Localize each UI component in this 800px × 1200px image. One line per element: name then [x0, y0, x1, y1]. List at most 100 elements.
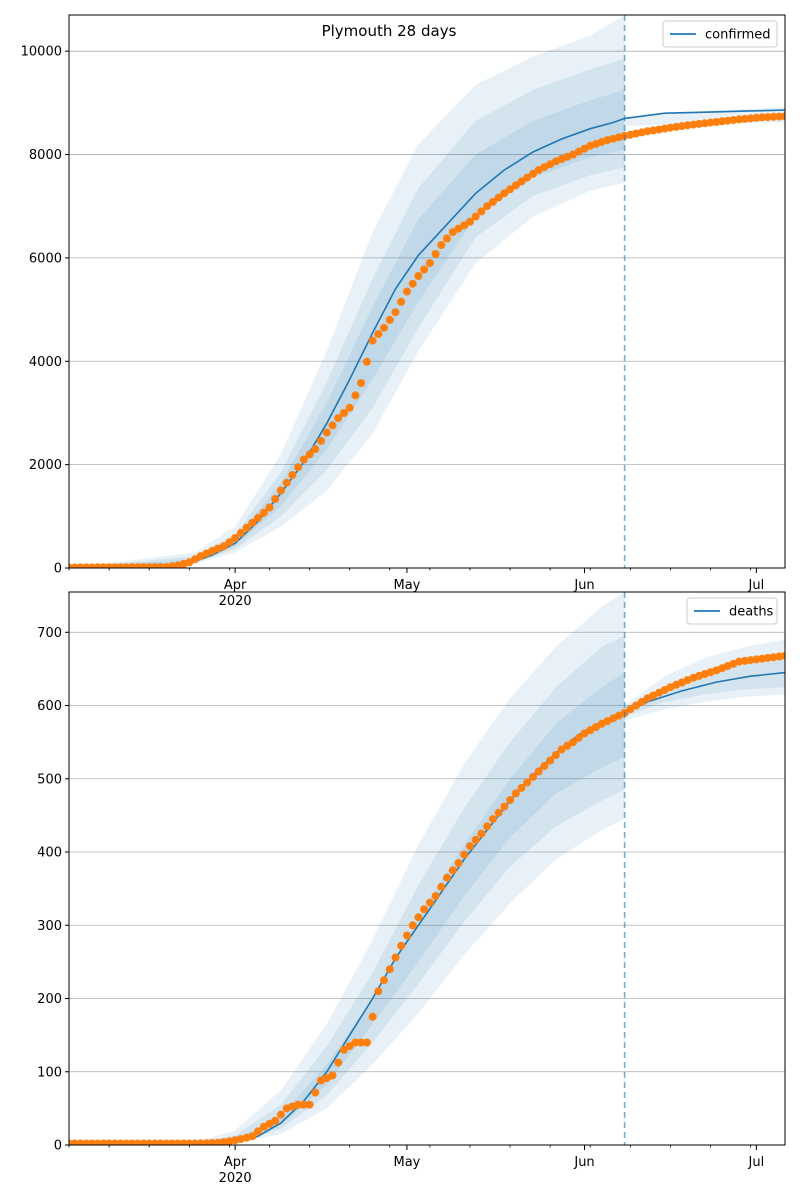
observed-point — [511, 789, 520, 798]
observed-point — [385, 965, 394, 974]
observed-point — [775, 112, 784, 121]
observed-point — [259, 508, 268, 517]
observed-point — [758, 113, 767, 122]
observed-point — [546, 756, 555, 765]
observed-point — [506, 796, 515, 804]
observed-point — [466, 217, 474, 226]
x-tick-label: May — [394, 578, 421, 593]
observed-point — [431, 250, 440, 258]
observed-point — [397, 941, 406, 950]
uncertainty-band — [69, 15, 625, 568]
x-tick-label: Jul — [748, 578, 765, 593]
legend-label: deaths — [729, 605, 774, 620]
observed-point — [288, 471, 297, 479]
y-tick-label: 8000 — [29, 148, 62, 163]
observed-point — [523, 778, 532, 787]
observed-point — [374, 987, 383, 996]
observed-point — [443, 873, 451, 882]
observed-point — [420, 905, 429, 914]
observed-point — [632, 701, 641, 710]
observed-point — [334, 414, 343, 423]
observed-point — [626, 705, 635, 714]
observed-point — [345, 1042, 354, 1051]
x-tick-sublabel: 2020 — [219, 594, 252, 609]
observed-point — [488, 197, 497, 206]
observed-point — [225, 538, 234, 547]
observed-point — [248, 518, 257, 527]
x-tick-label: Jul — [748, 1155, 765, 1170]
observed-point — [569, 738, 578, 747]
observed-point — [517, 177, 526, 186]
observed-point — [557, 745, 566, 754]
observed-point — [781, 112, 785, 121]
observed-point — [500, 802, 509, 811]
legend-box — [686, 597, 778, 625]
observed-point — [540, 762, 549, 770]
observed-point — [420, 265, 429, 274]
observed-point — [328, 421, 337, 430]
observed-point — [391, 953, 400, 962]
observed-point — [380, 323, 388, 332]
observed-point — [299, 455, 308, 464]
observed-point — [425, 259, 434, 268]
observed-point — [443, 234, 451, 243]
observed-point — [305, 450, 314, 459]
y-tick-label: 10000 — [21, 45, 62, 60]
observed-point — [437, 241, 446, 249]
observed-point — [763, 113, 772, 122]
observed-point — [339, 409, 348, 417]
observed-point — [385, 315, 394, 324]
observed-point — [362, 1038, 371, 1047]
observed-point — [311, 445, 320, 454]
observed-point — [299, 1100, 308, 1109]
observed-point — [254, 1127, 262, 1136]
y-tick-label: 2000 — [29, 458, 62, 473]
uncertainty-band — [69, 635, 625, 1145]
observed-point — [511, 181, 520, 190]
observed-point — [437, 882, 446, 891]
observed-point — [494, 808, 503, 817]
chart-title: Plymouth 28 days — [322, 22, 457, 40]
observed-point — [408, 921, 417, 930]
observed-point — [414, 913, 423, 922]
observed-point — [729, 116, 738, 124]
observed-point — [368, 1012, 377, 1021]
y-tick-label: 0 — [54, 562, 62, 577]
y-tick-label: 200 — [37, 992, 62, 1007]
observed-point — [328, 1071, 337, 1080]
x-tick-sublabel: 2020 — [219, 1171, 252, 1186]
observed-point — [637, 697, 646, 706]
observed-point — [454, 859, 463, 867]
observed-point — [351, 1038, 360, 1047]
observed-point — [448, 866, 457, 875]
observed-point — [483, 822, 492, 831]
observed-point — [345, 403, 354, 412]
observed-point — [488, 815, 497, 824]
observed-point — [317, 436, 325, 445]
observed-point — [477, 207, 486, 216]
observed-point — [517, 783, 526, 792]
observed-point — [483, 202, 492, 211]
observed-point — [380, 976, 388, 985]
observed-point — [265, 503, 274, 512]
observed-point — [551, 751, 560, 759]
observed-point — [362, 357, 371, 366]
observed-point — [213, 1138, 222, 1145]
y-tick-label: 0 — [54, 1139, 62, 1154]
y-tick-label: 6000 — [29, 251, 62, 266]
observed-point — [271, 495, 280, 503]
observed-point — [311, 1088, 320, 1097]
observed-point — [500, 189, 509, 198]
observed-point — [506, 185, 515, 194]
observed-point — [236, 528, 245, 537]
observed-point — [574, 733, 583, 742]
observed-point — [494, 193, 503, 202]
observed-point — [242, 523, 251, 532]
observed-point — [334, 1058, 343, 1067]
observed-point — [374, 330, 383, 339]
observed-point — [769, 112, 778, 121]
x-tick-label: May — [394, 1155, 421, 1170]
observed-point — [368, 336, 377, 345]
